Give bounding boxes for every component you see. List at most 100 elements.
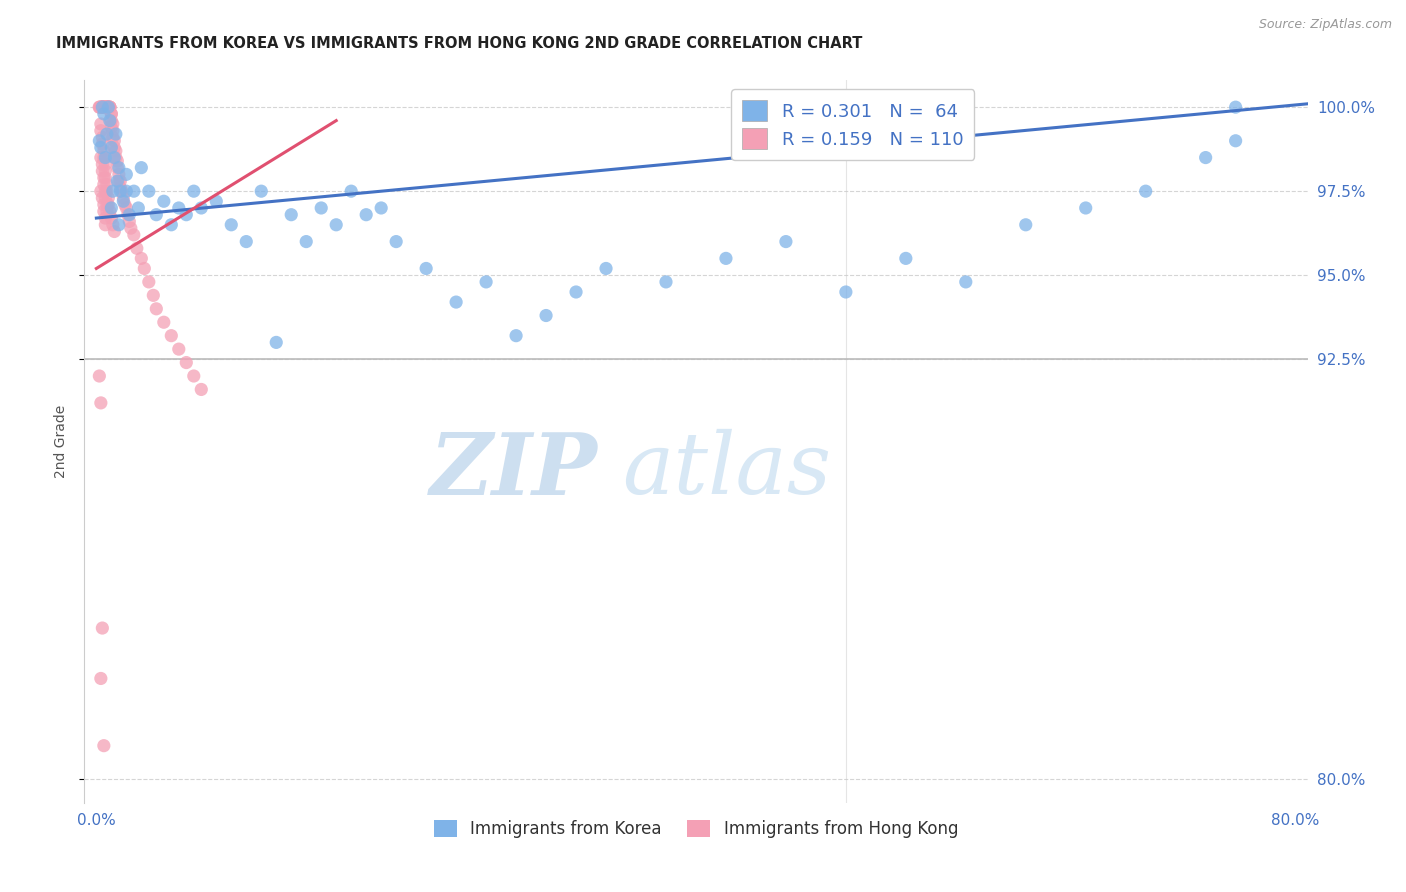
Point xyxy=(94,191,117,205)
Point xyxy=(105,153,128,168)
Point xyxy=(115,201,138,215)
Point xyxy=(101,218,124,232)
Point xyxy=(115,167,138,181)
Point xyxy=(1015,218,1038,232)
Point xyxy=(534,309,557,323)
Point xyxy=(96,100,118,114)
Point xyxy=(96,100,118,114)
Point xyxy=(94,157,117,171)
Point xyxy=(89,100,111,114)
Point xyxy=(93,178,115,192)
Point xyxy=(183,184,205,198)
Point xyxy=(122,184,145,198)
Point xyxy=(118,214,141,228)
Point xyxy=(93,204,115,219)
Point xyxy=(105,161,128,175)
Point xyxy=(655,275,678,289)
Point xyxy=(89,134,111,148)
Point xyxy=(90,184,112,198)
Point xyxy=(444,295,467,310)
Point xyxy=(94,100,117,114)
Point xyxy=(91,130,114,145)
Point xyxy=(110,181,132,195)
Point xyxy=(250,184,273,198)
Text: ZIP: ZIP xyxy=(430,429,598,512)
Point xyxy=(90,140,112,154)
Point xyxy=(138,275,160,289)
Point xyxy=(100,107,122,121)
Point xyxy=(108,161,131,175)
Point xyxy=(415,261,437,276)
Point xyxy=(90,151,112,165)
Point xyxy=(103,151,125,165)
Point xyxy=(1135,184,1157,198)
Point xyxy=(127,201,149,215)
Point xyxy=(97,197,120,211)
Point xyxy=(91,157,114,171)
Point xyxy=(138,184,160,198)
Point xyxy=(103,134,125,148)
Point xyxy=(91,137,114,152)
Point xyxy=(100,211,122,225)
Point xyxy=(505,328,527,343)
Point xyxy=(91,100,114,114)
Point xyxy=(775,235,797,249)
Point xyxy=(93,151,115,165)
Point xyxy=(100,113,122,128)
Point xyxy=(103,225,125,239)
Point xyxy=(205,194,228,209)
Point xyxy=(90,117,112,131)
Point xyxy=(94,100,117,114)
Text: Source: ZipAtlas.com: Source: ZipAtlas.com xyxy=(1258,18,1392,31)
Point xyxy=(219,218,242,232)
Point xyxy=(100,107,122,121)
Point xyxy=(93,107,115,121)
Point xyxy=(90,100,112,114)
Point xyxy=(160,328,183,343)
Point xyxy=(101,124,124,138)
Point xyxy=(93,100,115,114)
Point xyxy=(125,241,148,255)
Point xyxy=(101,130,124,145)
Point xyxy=(90,672,112,686)
Point xyxy=(114,197,136,211)
Point xyxy=(120,221,142,235)
Point xyxy=(94,164,117,178)
Point xyxy=(183,369,205,384)
Point xyxy=(1225,100,1247,114)
Point xyxy=(96,100,118,114)
Point xyxy=(96,100,118,114)
Point xyxy=(117,208,139,222)
Point xyxy=(91,100,114,114)
Point xyxy=(96,100,118,114)
Point xyxy=(153,194,176,209)
Point xyxy=(94,151,117,165)
Point xyxy=(190,201,212,215)
Point xyxy=(93,100,115,114)
Point xyxy=(104,127,127,141)
Point xyxy=(94,211,117,225)
Point xyxy=(385,235,408,249)
Point xyxy=(91,100,114,114)
Point xyxy=(145,208,167,222)
Point xyxy=(1195,151,1218,165)
Point xyxy=(103,140,125,154)
Point xyxy=(110,184,132,198)
Point xyxy=(94,184,117,198)
Point xyxy=(100,120,122,135)
Text: atlas: atlas xyxy=(623,429,832,512)
Point xyxy=(93,144,115,158)
Point xyxy=(565,285,588,299)
Point xyxy=(93,100,115,114)
Point xyxy=(97,100,120,114)
Point xyxy=(110,174,132,188)
Point xyxy=(93,100,115,114)
Point xyxy=(108,174,131,188)
Point xyxy=(153,315,176,329)
Point xyxy=(98,204,121,219)
Point xyxy=(96,127,118,141)
Point xyxy=(94,170,117,185)
Point xyxy=(97,191,120,205)
Point xyxy=(96,204,118,219)
Point xyxy=(354,208,377,222)
